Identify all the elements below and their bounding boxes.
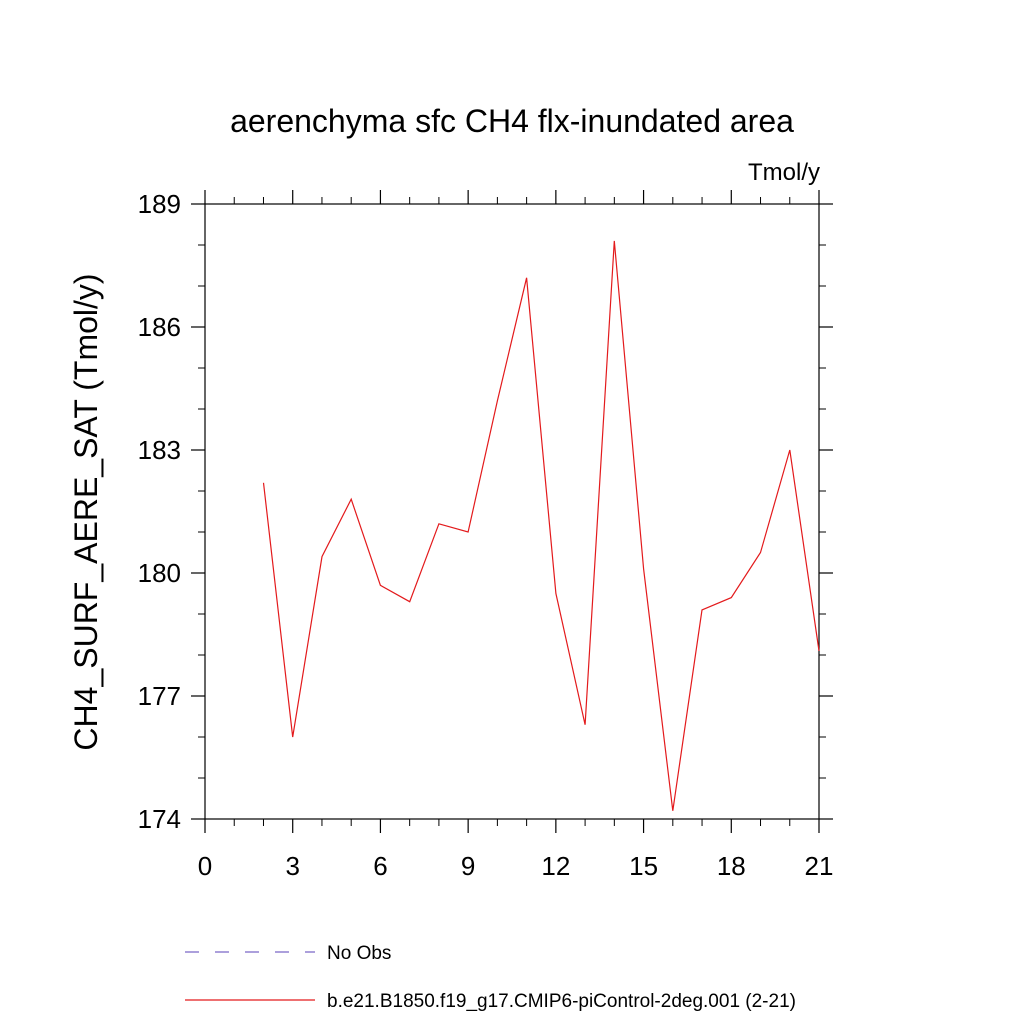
y-tick-label: 183 bbox=[138, 435, 181, 465]
y-tick-label: 174 bbox=[138, 804, 181, 834]
series-layer bbox=[262, 240, 820, 811]
y-axis-label: CH4_SURF_AERE_SAT (Tmol/y) bbox=[68, 273, 104, 750]
y-tick-label: 180 bbox=[138, 558, 181, 588]
plot-border bbox=[204, 203, 820, 820]
plot-frame bbox=[204, 203, 820, 820]
x-tick-label: 15 bbox=[629, 851, 658, 881]
legend-label: No Obs bbox=[327, 943, 391, 964]
axis-ticks: 0 3 6 9 12 15 18 21 174 177 180 183 186 189 bbox=[138, 189, 834, 881]
series-line bbox=[262, 240, 820, 811]
legend: No Obs b.e21.B1850.f19_g17.CMIP6-piContro… bbox=[185, 943, 796, 1012]
x-tick-label: 12 bbox=[541, 851, 570, 881]
y-tick-label: 189 bbox=[138, 189, 181, 219]
x-tick-label: 6 bbox=[373, 851, 387, 881]
y-tick-label: 186 bbox=[138, 312, 181, 342]
x-tick-label: 18 bbox=[717, 851, 746, 881]
units-label: Tmol/y bbox=[748, 159, 820, 186]
x-tick-label: 0 bbox=[198, 851, 212, 881]
legend-label: b.e21.B1850.f19_g17.CMIP6-piControl-2deg… bbox=[327, 991, 796, 1012]
chart-title: aerenchyma sfc CH4 flx-inundated area bbox=[230, 103, 794, 139]
x-tick-label: 9 bbox=[461, 851, 475, 881]
x-tick-label: 21 bbox=[805, 851, 834, 881]
x-tick-label: 3 bbox=[285, 851, 299, 881]
y-tick-label: 177 bbox=[138, 681, 181, 711]
